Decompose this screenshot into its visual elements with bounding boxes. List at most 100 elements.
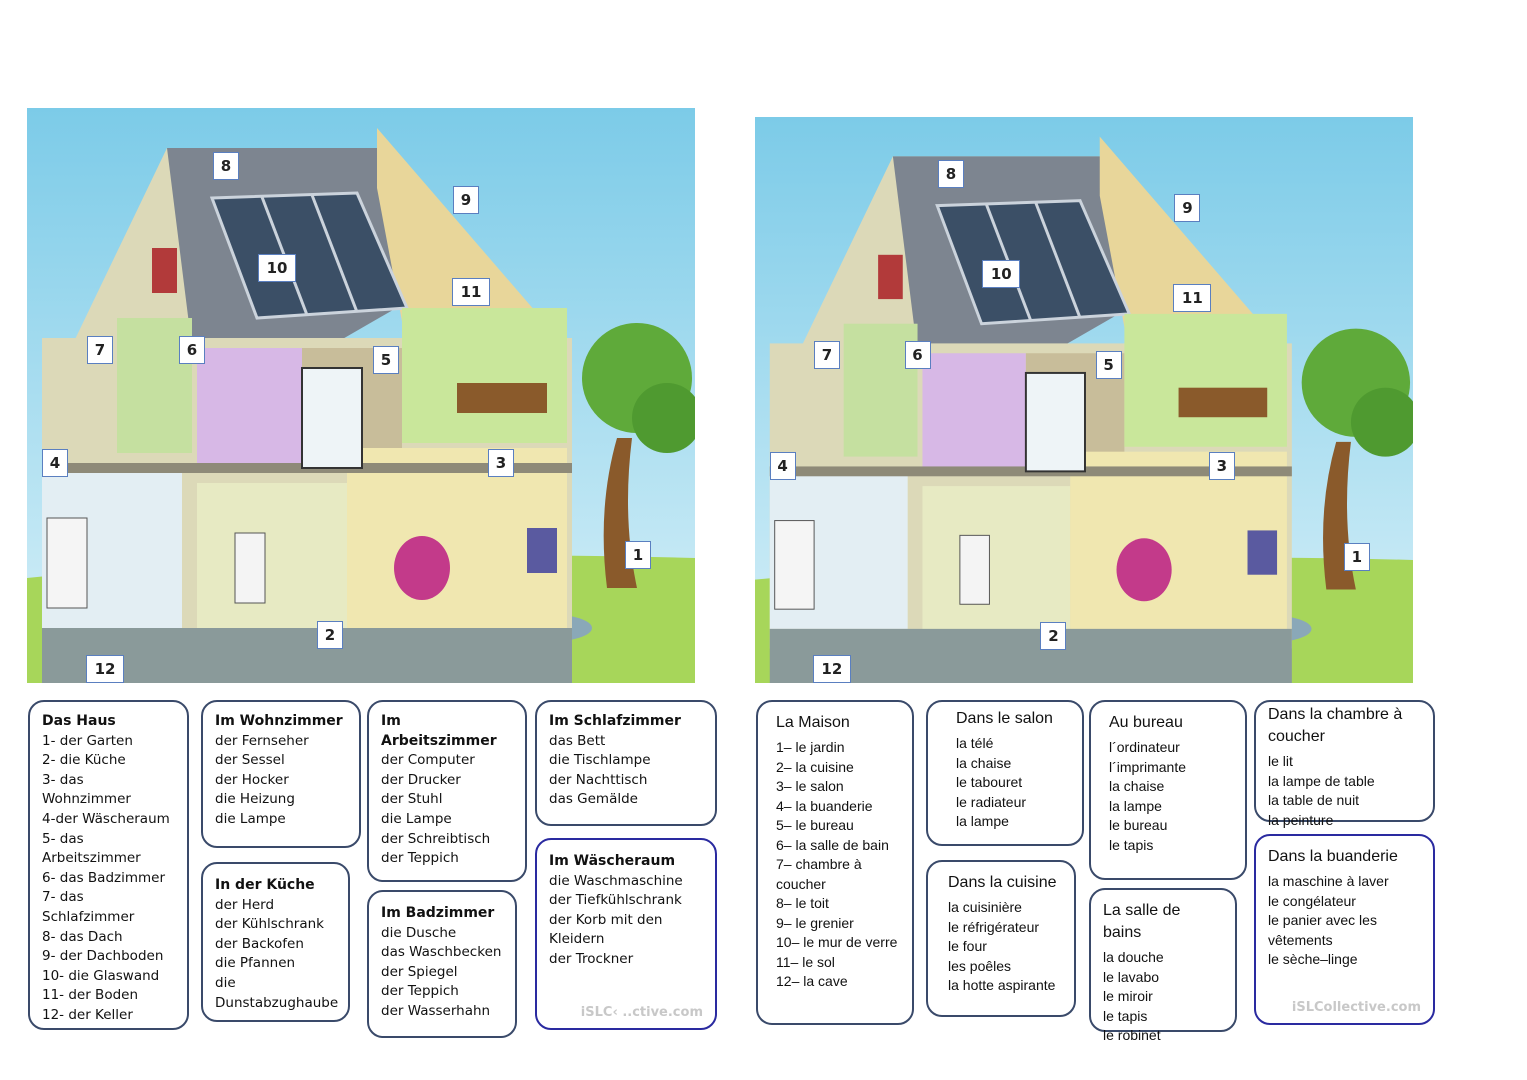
house-label-2: 2: [1040, 621, 1067, 650]
vocabulary-item: 1– le jardin: [776, 739, 845, 755]
vocabulary-item: die Pfannen: [215, 955, 296, 972]
vocabulary-item: Arbeitszimmer: [42, 850, 141, 867]
fridge: [234, 532, 266, 604]
vocabulary-item: 7– chambre à: [776, 856, 862, 872]
vocabulary-item: der Backofen: [215, 935, 304, 952]
panel-das-haus: Das Haus 1- der Garten 2- die Küche 3- das …: [28, 700, 189, 1030]
panel-title: Im Badzimmer: [381, 905, 495, 921]
vocabulary-item: 10– le mur de verre: [776, 934, 898, 950]
panel-title: Im Wäscheraum: [549, 853, 676, 869]
vocabulary-item: die: [215, 974, 236, 991]
vocabulary-item: das Gemälde: [549, 791, 638, 808]
vocabulary-item: le four: [948, 938, 987, 954]
vocabulary-item: die Lampe: [381, 810, 452, 827]
bathroom: [197, 348, 302, 468]
vocabulary-item: 5- das: [42, 830, 84, 847]
vocabulary-item: der Nachttisch: [549, 771, 648, 788]
house-label-9: 9: [453, 186, 479, 214]
watermark: iSLC‹ ..ctive.com: [580, 1005, 703, 1020]
vocabulary-item: der Stuhl: [381, 791, 443, 808]
window-shutter: [878, 254, 903, 300]
vocabulary-item: 2- die Küche: [42, 752, 126, 769]
cellar: [769, 628, 1292, 683]
panel-title: Im Wohnzimmer: [215, 713, 343, 729]
vocabulary-item: les poêles: [948, 957, 1012, 974]
house-label-7: 7: [87, 336, 113, 364]
panel-wohnzimmer: Im Wohnzimmer der Fernseher der Sessel der…: [201, 700, 361, 848]
vocabulary-item: Kleidern: [549, 931, 605, 948]
house-label-3: 3: [488, 449, 514, 477]
panel-title: La salle de bains: [1103, 902, 1181, 941]
desk: [457, 383, 547, 413]
vocabulary-item: der Teppich: [381, 850, 459, 867]
panel-buanderie: Dans la buanderie la maschine à laver le c…: [1254, 834, 1435, 1025]
attic-gable: [377, 128, 567, 348]
vocabulary-item: der Spiegel: [381, 963, 458, 980]
vocabulary-item: le tapis: [1103, 1007, 1148, 1024]
vocabulary-item: la hotte aspirante: [948, 977, 1056, 993]
vocabulary-item: le tapis: [1109, 836, 1154, 853]
vocabulary-item: 7- das: [42, 889, 84, 906]
vocabulary-item: l´ordinateur: [1109, 739, 1180, 755]
panel-title: In der Küche: [215, 877, 315, 893]
vocabulary-item: 9– le grenier: [776, 914, 854, 931]
panel-title: La Maison: [776, 714, 850, 731]
house-label-3: 3: [1208, 452, 1235, 481]
vocabulary-item: die Lampe: [215, 810, 286, 827]
panel-cuisine: Dans la cuisine la cuisinière le réfrigéra…: [926, 860, 1076, 1017]
panel-chambre: Dans la chambre à coucher le lit la lampe …: [1254, 700, 1435, 828]
vocabulary-item: 5– le bureau: [776, 817, 854, 833]
vocabulary-item: la peinture: [1268, 811, 1334, 828]
vocabulary-item: 9- der Dachboden: [42, 948, 164, 965]
vocabulary-item: la chaise: [956, 754, 1012, 771]
vocabulary-item: 4-der Wäscheraum: [42, 810, 170, 827]
office: [402, 308, 567, 443]
vocabulary-item: der Hocker: [215, 771, 289, 788]
vocabulary-item: das Waschbecken: [381, 944, 502, 961]
panel-la-maison: La Maison 1– le jardin 2– la cuisine 3– le …: [756, 700, 914, 1025]
vocabulary-item: der Herd: [215, 896, 275, 913]
panel-title: Dans la buanderie: [1268, 848, 1398, 865]
vocabulary-item: die Dusche: [381, 924, 457, 941]
panel-waescheraum: Im Wäscheraum die Waschmaschine der Tiefkü…: [535, 838, 717, 1030]
vocabulary-item: le lavabo: [1103, 968, 1160, 985]
house-label-1: 1: [1343, 543, 1370, 571]
vocabulary-item: la table de nuit: [1268, 792, 1360, 808]
panel-arbeitszimmer: Im Arbeitszimmer der Computer der Drucker d…: [367, 700, 527, 882]
house-label-9: 9: [1174, 193, 1201, 222]
vocabulary-item: 8- das Dach: [42, 928, 123, 945]
vocabulary-item: 6– la salle de bain: [776, 836, 889, 853]
office: [1124, 313, 1287, 447]
vocabulary-item: la lampe: [956, 813, 1009, 829]
bathroom: [922, 353, 1026, 472]
vocabulary-item: la lampe: [1109, 797, 1162, 814]
watermark: iSLCollective.com: [1291, 1000, 1421, 1015]
vocabulary-item: le miroir: [1103, 988, 1153, 1004]
vocabulary-item: 1- der Garten: [42, 732, 133, 749]
house-label-8: 8: [213, 152, 239, 180]
tv: [527, 528, 557, 573]
house-label-11: 11: [1173, 284, 1212, 313]
vocabulary-item: 12- der Keller: [42, 1006, 133, 1023]
vocabulary-item: le sèche–linge: [1268, 951, 1358, 967]
house-label-10: 10: [982, 260, 1021, 289]
vocabulary-item: le congélateur: [1268, 892, 1356, 909]
vocabulary-item: 11– le sol: [776, 953, 835, 970]
vocabulary-item: 12– la cave: [776, 973, 848, 989]
vocabulary-item: 8– le toit: [776, 895, 829, 911]
panel-title: Dans le salon: [956, 710, 1053, 727]
vocabulary-item: 3- das Wohnzimmer: [42, 771, 131, 808]
house-label-6: 6: [904, 341, 931, 370]
vocabulary-item: der Fernseher: [215, 732, 309, 749]
vocabulary-item: der Computer: [381, 752, 475, 769]
house-label-10: 10: [258, 254, 296, 282]
window-shutter: [152, 248, 177, 293]
vocabulary-item: Schlafzimmer: [42, 908, 135, 925]
vocabulary-item: le bureau: [1109, 817, 1168, 833]
vocabulary-item: le lit: [1268, 753, 1293, 769]
panel-badzimmer: Im Badzimmer die Dusche das Waschbecken der…: [367, 890, 517, 1038]
house-label-12: 12: [812, 655, 851, 684]
kitchen: [197, 483, 347, 633]
shower: [1024, 371, 1086, 473]
